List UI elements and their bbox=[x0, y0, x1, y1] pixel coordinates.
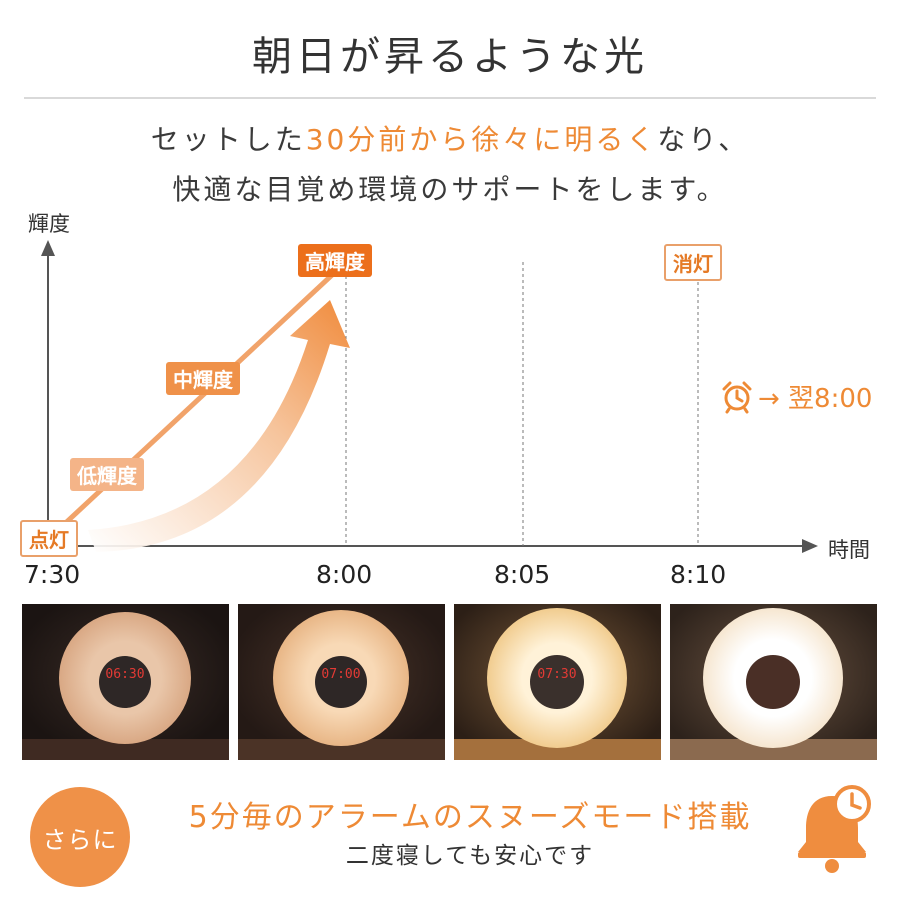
extra-feature-badge: さらに bbox=[30, 787, 130, 887]
title-divider bbox=[24, 97, 876, 99]
page-title: 朝日が昇るような光 bbox=[252, 34, 648, 80]
badge-low: 低輝度 bbox=[70, 458, 144, 491]
snooze-feature-text: 5分毎のアラームのスヌーズモード搭載 bbox=[188, 800, 752, 835]
subtitle-line-1: セットした30分前から徐々に明るくなり、 bbox=[0, 118, 900, 158]
subtitle-highlight: 30分前から徐々に明るく bbox=[305, 123, 658, 156]
rising-arrow bbox=[88, 300, 350, 552]
y-axis-arrow bbox=[41, 240, 55, 256]
clock-display-1: 06:30 bbox=[105, 667, 144, 682]
badge-on: 点灯 bbox=[20, 520, 78, 557]
time-label-800: 8:00 bbox=[316, 560, 373, 589]
subtitle-pre: セットした bbox=[150, 123, 306, 156]
badge-off: 消灯 bbox=[664, 244, 722, 281]
alarm-clock-icon bbox=[722, 381, 752, 413]
time-label-805: 8:05 bbox=[494, 560, 551, 589]
time-label-810: 8:10 bbox=[670, 560, 727, 589]
badge-high: 高輝度 bbox=[298, 244, 372, 277]
alarm-note-text: → 翌8:00 bbox=[758, 384, 873, 414]
photo-low-brightness: 06:30 bbox=[22, 604, 229, 760]
y-axis-label: 輝度 bbox=[28, 212, 70, 236]
clock-display-2: 07:00 bbox=[321, 667, 360, 682]
time-label-730: 7:30 bbox=[24, 560, 81, 589]
x-axis-label: 時間 bbox=[828, 538, 870, 562]
photo-mid-brightness: 07:00 bbox=[238, 604, 445, 760]
photo-high-brightness: 07:30 bbox=[454, 604, 661, 760]
clock-display-3: 07:30 bbox=[537, 667, 576, 682]
alarm-note: → 翌8:00 bbox=[720, 378, 872, 415]
snooze-sub-text: 二度寝しても安心です bbox=[345, 843, 595, 869]
bell-clock-icon bbox=[798, 785, 871, 873]
subtitle-line-2: 快適な目覚め環境のサポートをします。 bbox=[172, 173, 728, 206]
x-axis-arrow bbox=[802, 539, 818, 553]
badge-mid: 中輝度 bbox=[166, 362, 240, 395]
subtitle-post: なり、 bbox=[657, 123, 750, 156]
brightness-chart bbox=[41, 240, 818, 553]
photo-max-brightness bbox=[670, 604, 877, 760]
